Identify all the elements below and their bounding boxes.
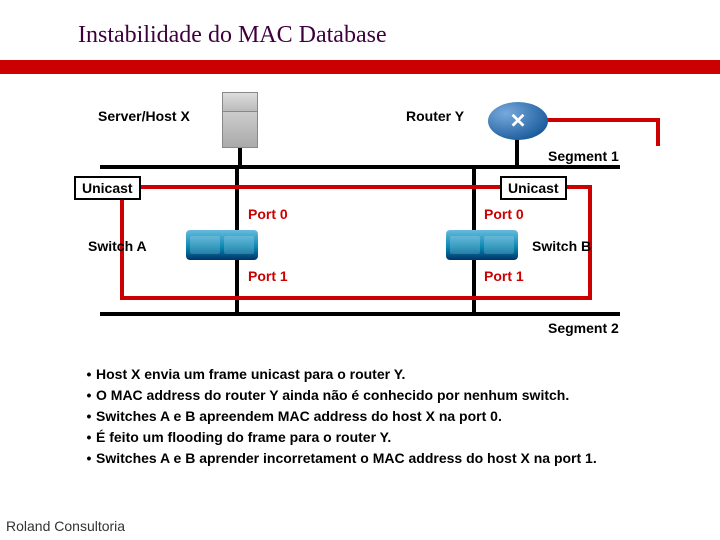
- segment1-line: [100, 165, 620, 169]
- bullet-icon: •: [82, 407, 96, 426]
- list-item: •O MAC address do router Y ainda não é c…: [82, 386, 657, 405]
- unicast-box-right: Unicast: [500, 176, 567, 200]
- bullet-icon: •: [82, 386, 96, 405]
- port1-left-label: Port 1: [248, 268, 288, 284]
- switch-a-icon: [186, 230, 258, 260]
- segment2-label: Segment 2: [548, 320, 619, 336]
- server-link: [238, 146, 242, 168]
- footer-text: Roland Consultoria: [6, 518, 125, 534]
- port0-right-label: Port 0: [484, 206, 524, 222]
- list-item: •Host X envia um frame unicast para o ro…: [82, 365, 657, 384]
- bullet-icon: •: [82, 365, 96, 384]
- switchA-port1-link: [235, 260, 239, 315]
- router-wan-line: [542, 118, 660, 122]
- router-wan-line2: [656, 118, 660, 146]
- unicast-path: [120, 296, 592, 300]
- switchA-port0-link: [235, 167, 239, 232]
- segment1-label: Segment 1: [548, 148, 619, 164]
- segment2-line: [100, 312, 620, 316]
- network-diagram: Server/Host X ✕ Router Y Segment 1 Segme…: [80, 90, 640, 340]
- bullet-icon: •: [82, 428, 96, 447]
- switchB-port1-link: [472, 260, 476, 315]
- unicast-box-left: Unicast: [74, 176, 141, 200]
- page-title: Instabilidade do MAC Database: [0, 0, 720, 49]
- port1-right-label: Port 1: [484, 268, 524, 284]
- switchB-port0-link: [472, 167, 476, 232]
- router-label: Router Y: [406, 108, 464, 124]
- router-link: [515, 138, 519, 168]
- server-icon: [222, 92, 258, 148]
- list-item: •É feito um flooding do frame para o rou…: [82, 428, 657, 447]
- bullet-list: •Host X envia um frame unicast para o ro…: [82, 365, 657, 469]
- server-label: Server/Host X: [98, 108, 190, 124]
- switch-a-label: Switch A: [88, 238, 147, 254]
- switch-b-label: Switch B: [532, 238, 591, 254]
- list-item: •Switches A e B apreendem MAC address do…: [82, 407, 657, 426]
- title-underline: [0, 60, 720, 74]
- list-item: •Switches A e B aprender incorretament o…: [82, 449, 657, 468]
- router-icon: ✕: [488, 102, 548, 140]
- port0-left-label: Port 0: [248, 206, 288, 222]
- switch-b-icon: [446, 230, 518, 260]
- bullet-icon: •: [82, 449, 96, 468]
